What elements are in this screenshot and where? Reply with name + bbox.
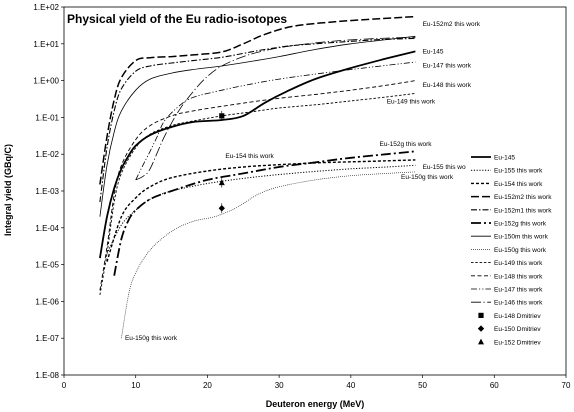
annotation-label: Eu-154 this work bbox=[225, 153, 274, 160]
series-line-eu-154-this-work bbox=[106, 159, 416, 262]
marker-eu-152-dmitriev bbox=[218, 179, 225, 186]
legend-label: Eu-150g this work bbox=[494, 247, 547, 254]
series-line-eu-155-this-work bbox=[106, 164, 416, 254]
x-axis-label: Deuteron energy (MeV) bbox=[266, 399, 365, 409]
y-axis-label: Integral yield (GBq/C) bbox=[3, 144, 13, 236]
series-line-eu-152g-this-work bbox=[113, 150, 416, 276]
y-tick-label: 1.E-02 bbox=[35, 150, 59, 159]
legend-label: Eu-155 this work bbox=[494, 168, 543, 175]
series-line-eu-148-this-work bbox=[99, 80, 416, 291]
annotation-label: Eu-149 this work bbox=[387, 99, 436, 106]
y-tick-label: 1.E+02 bbox=[33, 3, 59, 12]
chart-title: Physical yield of the Eu radio-isotopes bbox=[67, 12, 287, 26]
legend-box bbox=[466, 150, 564, 368]
annotation-label: Eu-155 this work bbox=[423, 164, 472, 171]
x-tick-label: 50 bbox=[418, 381, 427, 390]
annotation-label: Eu-147 this work bbox=[423, 62, 472, 69]
legend-label: Eu-154 this work bbox=[494, 181, 543, 188]
legend-marker bbox=[478, 338, 484, 345]
legend-label: Eu-148 Dmitriev bbox=[494, 313, 541, 320]
y-tick-label: 1.E-08 bbox=[35, 371, 59, 380]
x-tick-label: 10 bbox=[131, 381, 140, 390]
x-tick-label: 30 bbox=[275, 381, 284, 390]
x-tick-label: 60 bbox=[490, 381, 499, 390]
series-line-eu-152m1-this-work bbox=[99, 37, 416, 203]
y-tick-label: 1.E-03 bbox=[35, 187, 59, 196]
legend-marker bbox=[477, 325, 485, 332]
x-tick-label: 0 bbox=[62, 381, 67, 390]
series-line-eu-149-this-work bbox=[99, 92, 416, 295]
legend-label: Eu-152m2 this work bbox=[494, 194, 552, 201]
series-line-eu-146-this-work bbox=[135, 36, 416, 181]
legend-label: Eu-150m this work bbox=[494, 234, 549, 241]
series-line-eu-150g-this-work bbox=[121, 171, 416, 339]
series-lines bbox=[99, 15, 416, 339]
legend-label: Eu-149 this work bbox=[494, 260, 543, 267]
legend-label: Eu-152g this work bbox=[494, 221, 547, 228]
annotation-label: Eu-148 this work bbox=[423, 82, 472, 89]
x-tick-label: 20 bbox=[203, 381, 212, 390]
annotation-label: Eu-150g this work bbox=[125, 335, 178, 342]
series-line-eu-152m2-this-work bbox=[99, 15, 416, 185]
annotation-label: Eu-145 bbox=[423, 48, 444, 55]
series-line-eu-147-this-work bbox=[135, 61, 416, 181]
y-axis-ticks: 1.E-08 1.E-07 1.E-06 1.E-05 1.E-04 1.E-03 1.E-… bbox=[33, 3, 64, 380]
annotation-label: Eu-152g this work bbox=[380, 141, 433, 148]
x-tick-label: 70 bbox=[562, 381, 571, 390]
y-tick-label: 1.E+00 bbox=[33, 77, 59, 86]
y-tick-label: 1.E-04 bbox=[35, 224, 59, 233]
legend-label: Eu-152m1 this work bbox=[494, 207, 552, 214]
annotations: Eu-152m2 this work Eu-145 Eu-147 this work… bbox=[125, 21, 481, 342]
marker-eu-148-dmitriev bbox=[219, 113, 225, 119]
legend-marker bbox=[478, 312, 484, 318]
series-line-eu-145 bbox=[99, 50, 416, 259]
annotation-label: Eu-150g this work bbox=[401, 174, 454, 181]
y-tick-label: 1.E-01 bbox=[35, 113, 59, 122]
y-tick-label: 1.E-05 bbox=[35, 261, 59, 270]
y-tick-label: 1.E+01 bbox=[33, 40, 59, 49]
legend-label: Eu-146 this work bbox=[494, 300, 543, 307]
y-tick-label: 1.E-06 bbox=[35, 297, 59, 306]
series-line-eu-150m-this-work bbox=[99, 35, 416, 217]
legend-label: Eu-152 Dmitriev bbox=[494, 339, 541, 346]
y-tick-label: 1.E-07 bbox=[35, 334, 59, 343]
legend: Eu-145 Eu-155 this work Eu-154 this work Eu… bbox=[466, 150, 564, 368]
data-markers bbox=[218, 110, 225, 214]
x-tick-label: 40 bbox=[346, 381, 355, 390]
legend-label: Eu-147 this work bbox=[494, 287, 543, 294]
legend-label: Eu-145 bbox=[494, 155, 515, 162]
annotation-label: Eu-152m2 this work bbox=[423, 21, 481, 28]
legend-label: Eu-150 Dmitriev bbox=[494, 326, 541, 333]
x-axis-ticks: 0 10 20 30 40 50 60 70 bbox=[62, 375, 571, 390]
legend-label: Eu-148 this work bbox=[494, 273, 543, 280]
marker-eu-150-dmitriev bbox=[218, 205, 225, 212]
